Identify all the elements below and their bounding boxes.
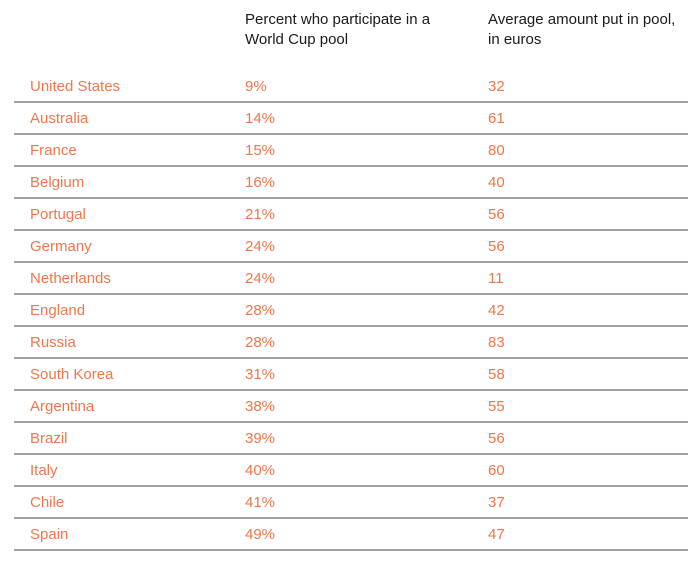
- amount-cell: 56: [488, 429, 505, 447]
- percent-cell: 28%: [245, 301, 276, 319]
- amount-cell: 56: [488, 205, 505, 223]
- percent-cell: 24%: [245, 237, 276, 255]
- amount-cell: 55: [488, 397, 505, 415]
- table-row: Germany 24% 56: [14, 231, 688, 263]
- table-row: France 15% 80: [14, 135, 688, 167]
- amount-cell: 47: [488, 525, 505, 543]
- amount-cell: 56: [488, 237, 505, 255]
- amount-cell: 11: [488, 269, 504, 287]
- country-cell: England: [30, 301, 86, 319]
- column-header-percent: Percent who participate in a World Cup p…: [245, 11, 431, 48]
- amount-cell: 83: [488, 333, 505, 351]
- amount-cell: 42: [488, 301, 505, 319]
- country-cell: Brazil: [30, 429, 68, 447]
- table-row: Spain 49% 47: [14, 519, 688, 551]
- percent-cell: 21%: [245, 205, 276, 223]
- table-row: Russia 28% 83: [14, 327, 688, 359]
- table-row: England 28% 42: [14, 295, 688, 327]
- table-row: United States 9% 32: [14, 71, 688, 103]
- column-header-amount: Average amount put in pool, in euros: [488, 11, 676, 48]
- table-row: Australia 14% 61: [14, 103, 688, 135]
- percent-cell: 28%: [245, 333, 276, 351]
- country-cell: Russia: [30, 333, 76, 351]
- amount-cell: 58: [488, 365, 505, 383]
- country-cell: Netherlands: [30, 269, 111, 287]
- country-cell: Australia: [30, 109, 89, 127]
- country-cell: Italy: [30, 461, 58, 479]
- table-row: Portugal 21% 56: [14, 199, 688, 231]
- amount-cell: 37: [488, 493, 505, 511]
- percent-cell: 39%: [245, 429, 276, 447]
- country-cell: Argentina: [30, 397, 95, 415]
- country-cell: Portugal: [30, 205, 86, 223]
- table-row: Chile 41% 37: [14, 487, 688, 519]
- amount-cell: 40: [488, 173, 505, 191]
- table-row: Netherlands 24% 11: [14, 263, 688, 295]
- country-cell: Spain: [30, 525, 69, 543]
- percent-cell: 40%: [245, 461, 276, 479]
- country-cell: Belgium: [30, 173, 85, 191]
- table-row: South Korea 31% 58: [14, 359, 688, 391]
- table-row: Argentina 38% 55: [14, 391, 688, 423]
- country-cell: France: [30, 141, 77, 159]
- percent-cell: 24%: [245, 269, 276, 287]
- table-row: Italy 40% 60: [14, 455, 688, 487]
- country-cell: Chile: [30, 493, 65, 511]
- amount-cell: 61: [488, 109, 505, 127]
- percent-cell: 38%: [245, 397, 276, 415]
- percent-cell: 49%: [245, 525, 276, 543]
- percent-cell: 31%: [245, 365, 276, 383]
- table-header-row: Percent who participate in a World Cup p…: [14, 0, 688, 71]
- country-cell: Germany: [30, 237, 92, 255]
- amount-cell: 32: [488, 77, 505, 95]
- country-cell: United States: [30, 77, 121, 95]
- world-cup-pool-table: Percent who participate in a World Cup p…: [14, 0, 688, 551]
- percent-cell: 16%: [245, 173, 276, 191]
- percent-cell: 15%: [245, 141, 276, 159]
- table-row: Belgium 16% 40: [14, 167, 688, 199]
- percent-cell: 41%: [245, 493, 276, 511]
- amount-cell: 80: [488, 141, 505, 159]
- table-row: Brazil 39% 56: [14, 423, 688, 455]
- percent-cell: 14%: [245, 109, 276, 127]
- percent-cell: 9%: [245, 77, 267, 95]
- country-cell: South Korea: [30, 365, 114, 383]
- table-body: United States 9% 32 Australia 14% 61 France 15%…: [14, 71, 688, 551]
- amount-cell: 60: [488, 461, 505, 479]
